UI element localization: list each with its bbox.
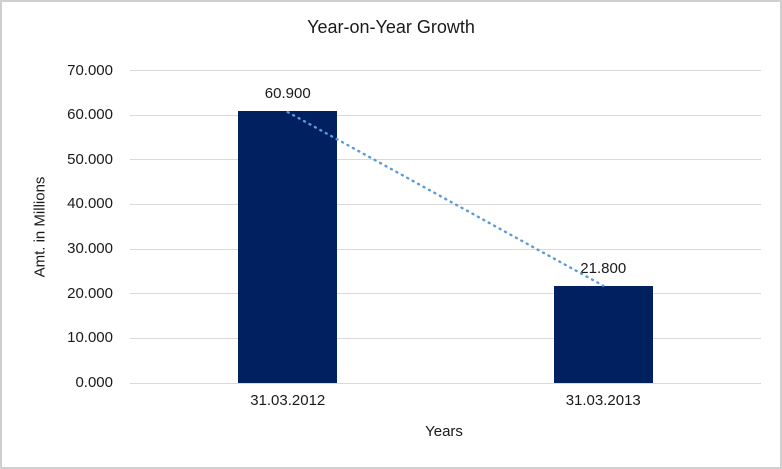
bar [238, 111, 338, 383]
bar-data-label: 60.900 [264, 85, 311, 103]
y-tick-label: 70.000 [67, 61, 113, 79]
gridline [130, 159, 761, 161]
y-tick-label: 0.000 [75, 374, 113, 391]
y-tick-label: 10.000 [67, 329, 113, 347]
x-axis-title: Years [425, 423, 463, 440]
gridline [130, 203, 761, 205]
gridline [130, 337, 761, 339]
y-tick-label: 30.000 [67, 240, 113, 258]
bar [553, 285, 653, 383]
y-tick-label: 50.000 [67, 150, 113, 168]
gridline [130, 70, 761, 71]
y-tick-label: 20.000 [67, 284, 113, 302]
gridline [130, 293, 761, 295]
bar-data-label: 21.800 [580, 259, 627, 277]
y-tick-label: 60.000 [67, 106, 113, 124]
y-tick-label: 40.000 [67, 195, 113, 213]
gridline [130, 114, 761, 116]
gridline [130, 382, 761, 384]
y-axis-title: Amt. in Millions [31, 176, 49, 278]
x-category-label: 31.03.2013 [565, 392, 641, 409]
x-category-label: 31.03.2012 [250, 392, 326, 409]
gridline [130, 248, 761, 250]
chart-title: Year-on-Year Growth [307, 17, 475, 37]
